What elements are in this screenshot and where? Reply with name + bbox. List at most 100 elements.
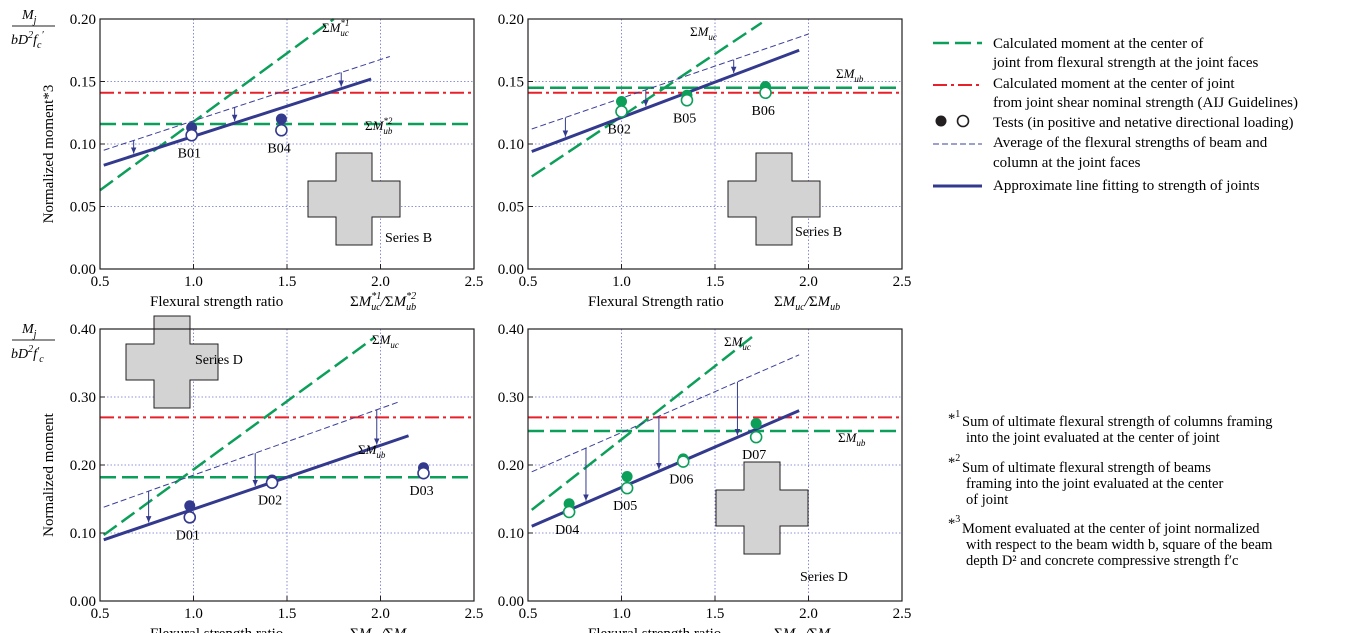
- fit-line: [531, 48, 800, 153]
- x-tick-label: 0.5: [519, 606, 538, 622]
- x-tick-label: 1.0: [184, 274, 203, 290]
- note-1-line-1: Sum of ultimate flexural strength of col…: [962, 414, 1272, 430]
- panel3-yfraction: Mj bD2f′c: [11, 322, 55, 365]
- data-point-positive: [750, 418, 762, 430]
- fit-line: [103, 434, 410, 542]
- y-tick-label: 0.30: [498, 390, 524, 406]
- x-tick-label: 1.5: [278, 606, 297, 622]
- point-label: D06: [669, 473, 693, 488]
- sum-muc-label: ΣM*1 uc: [322, 18, 349, 38]
- data-point-positive: [621, 471, 633, 483]
- legend-item-1-line-2: joint from flexural strength at the join…: [992, 55, 1258, 71]
- x-tick-label: 2.5: [893, 606, 912, 622]
- data-point-negative: [265, 476, 279, 489]
- data-point-negative: [620, 481, 634, 495]
- footnotes: *1 Sum of ultimate flexural strength of …: [948, 409, 1273, 569]
- x-tick-label: 2.0: [371, 274, 390, 290]
- series-label: Series D: [800, 570, 848, 585]
- legend: Calculated moment at the center of joint…: [933, 36, 1298, 194]
- legend-open-marker: [956, 114, 970, 128]
- sum-mub-label: ΣMub: [838, 430, 866, 448]
- y-tick-label: 0.20: [70, 12, 96, 28]
- y-tick-label: 0.00: [70, 594, 96, 610]
- note-3-line-3: depth D² and concrete compressive streng…: [966, 553, 1238, 569]
- joint-plate-icon: [715, 461, 809, 555]
- x-tick-label: 2.5: [893, 274, 912, 290]
- y-tick-label: 0.15: [70, 75, 96, 91]
- data-point-negative: [749, 430, 763, 444]
- y-tick-label: 0.10: [70, 526, 96, 542]
- y-tick-label: 0.10: [498, 526, 524, 542]
- sum-muc-label: ΣMuc: [372, 332, 399, 350]
- x-tick-label: 1.0: [184, 606, 203, 622]
- y-tick-label: 0.00: [498, 262, 524, 278]
- sum-mub-label: ΣM*2 ub: [365, 116, 393, 136]
- y-tick-label: 0.05: [70, 200, 96, 216]
- x-tick-label: 1.0: [612, 606, 631, 622]
- svg-text:bD2f′c: bD2f′c: [11, 344, 44, 365]
- y-axis-label: Normalized moment: [41, 412, 57, 537]
- data-point-negative: [183, 511, 197, 524]
- x-axis-label: Flexural strength ratio: [588, 626, 721, 633]
- legend-filled-marker: [935, 115, 947, 127]
- average-strength-line: [531, 33, 809, 130]
- sum-muc-label: ΣMuc: [690, 24, 717, 42]
- y-tick-label: 0.30: [70, 390, 96, 406]
- legend-item-4-line-2: column at the joint faces: [993, 155, 1141, 171]
- point-label: D04: [555, 523, 579, 538]
- point-label: D07: [742, 448, 766, 463]
- sum-muc-line: [99, 17, 335, 192]
- panel-top-left: Series B B01 B04 0.5 1.0 1.5 2.0 2.5 0.00 0.05 0.1…: [41, 12, 483, 313]
- sum-muc-line: [531, 21, 763, 178]
- x-tick-label: 0.5: [91, 606, 110, 622]
- data-point-negative: [562, 505, 576, 519]
- average-strength-line: [103, 401, 400, 508]
- data-point-positive: [616, 96, 627, 107]
- series-label: Series D: [195, 353, 243, 368]
- note-3-mark: *3: [948, 514, 960, 532]
- x-tick-label: 1.5: [278, 274, 297, 290]
- y-tick-label: 0.00: [70, 262, 96, 278]
- data-point-positive: [275, 113, 287, 125]
- panel1-yfraction: Mj bD2fc′: [11, 8, 55, 51]
- x-tick-label: 2.0: [371, 606, 390, 622]
- panel-bottom-left: Series D D01 D02 D03 0.5 1.0 1.5 2.0 2.5 0.00 0.10…: [41, 315, 484, 633]
- legend-item-2-line-2: from joint shear nominal strength (AIJ G…: [993, 95, 1298, 111]
- legend-item-4-line-1: Average of the flexural strengths of bea…: [993, 135, 1268, 151]
- note-2-line-1: Sum of ultimate flexural strength of bea…: [962, 460, 1211, 476]
- svg-text:Mj: Mj: [21, 8, 37, 26]
- y-tick-label: 0.00: [498, 594, 524, 610]
- x-axis-label-formula: ΣMuc/ΣMub: [774, 294, 840, 313]
- y-tick-label: 0.05: [498, 200, 524, 216]
- x-axis-label-formula: ΣM*1 uc/ΣM*2 ub: [350, 291, 416, 313]
- data-point-negative: [615, 105, 628, 118]
- data-point-negative: [680, 93, 694, 107]
- point-label: D05: [613, 499, 637, 514]
- x-tick-label: 2.5: [465, 606, 484, 622]
- x-axis-label-formula: ΣMuc/ΣMub: [350, 626, 416, 633]
- note-3-line-1: Moment evaluated at the center of joint …: [962, 521, 1260, 537]
- fit-line: [103, 77, 372, 167]
- y-tick-label: 0.10: [70, 137, 96, 153]
- y-tick-label: 0.40: [498, 322, 524, 338]
- x-tick-label: 2.5: [465, 274, 484, 290]
- y-tick-label: 0.20: [70, 458, 96, 474]
- point-label: D02: [258, 494, 282, 509]
- x-tick-label: 1.5: [706, 606, 725, 622]
- data-point-negative: [417, 466, 430, 480]
- data-point-negative: [759, 86, 772, 100]
- point-label: B02: [608, 123, 631, 138]
- average-strength-line: [103, 56, 391, 151]
- x-axis-label: Flexural Strength ratio: [588, 294, 724, 310]
- note-2-line-2: framing into the joint evaluated at the …: [966, 476, 1223, 492]
- series-label: Series B: [385, 231, 432, 246]
- note-2-line-3: of joint: [966, 492, 1008, 508]
- joint-plate-icon: [307, 152, 401, 246]
- x-axis-label: Flexural strength ratio: [150, 626, 283, 633]
- legend-item-3-line-1: Tests (in positive and netative directio…: [993, 115, 1294, 131]
- x-tick-label: 1.5: [706, 274, 725, 290]
- point-label: B04: [267, 141, 290, 156]
- joint-plate-icon: [727, 152, 821, 246]
- note-1-mark: *1: [948, 409, 960, 427]
